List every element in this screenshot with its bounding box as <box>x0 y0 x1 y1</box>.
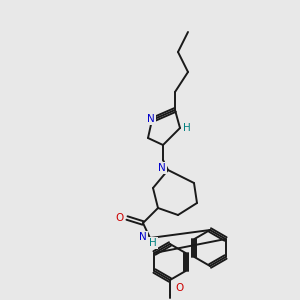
Text: N: N <box>147 114 155 124</box>
Text: N: N <box>158 163 166 173</box>
Text: H: H <box>149 238 157 248</box>
Text: O: O <box>116 213 124 223</box>
Text: O: O <box>176 283 184 293</box>
Text: H: H <box>183 123 191 133</box>
Text: N: N <box>139 232 147 242</box>
